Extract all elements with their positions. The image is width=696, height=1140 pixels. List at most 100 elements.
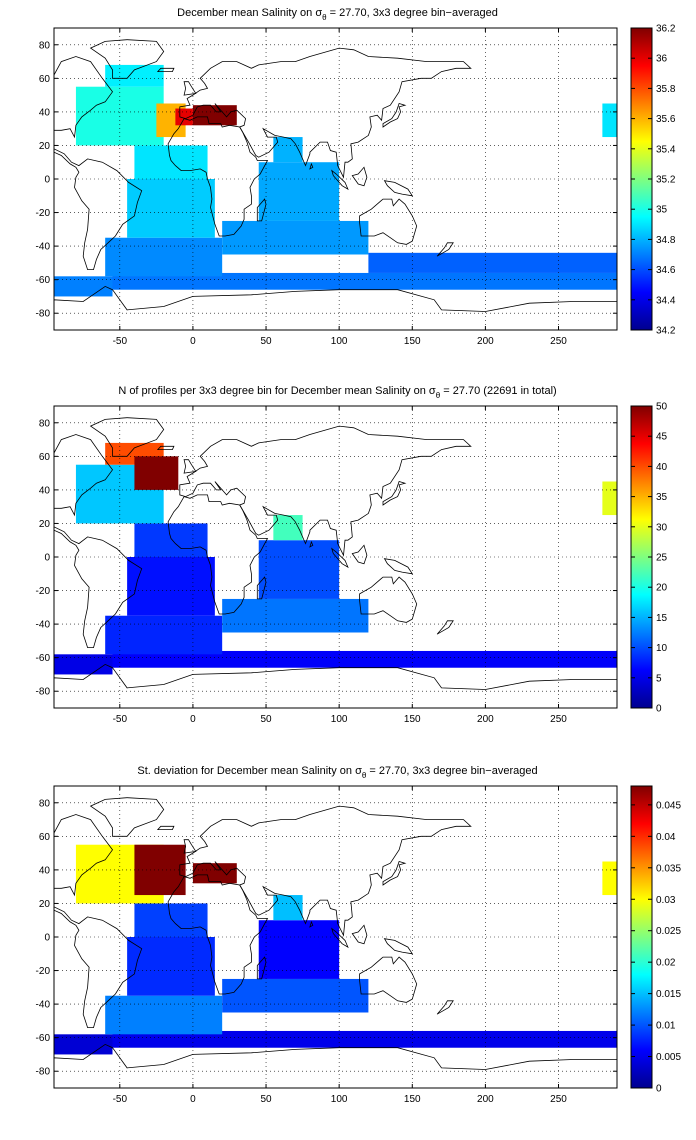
coastline	[156, 825, 175, 830]
plot-body	[54, 28, 617, 330]
colorbar-tick-label: 30	[656, 522, 668, 533]
y-tick-label: 40	[39, 107, 51, 118]
colorbar-tick-label: 34.2	[656, 326, 676, 337]
y-tick-label: 40	[39, 485, 51, 496]
colorbar-tick-label: 34.4	[656, 295, 676, 306]
x-tick-label: 0	[190, 336, 196, 347]
y-tick-label: 0	[44, 175, 50, 186]
coastline	[383, 180, 414, 197]
colorbar-tick-label: 0.045	[656, 800, 681, 811]
coastline	[309, 162, 314, 170]
data-cell	[258, 920, 340, 979]
y-tick-label: -60	[36, 1033, 51, 1044]
colorbar-tick-label: 35.4	[656, 144, 676, 155]
data-cell	[112, 1030, 617, 1048]
colorbar-tick-label: 25	[656, 553, 668, 564]
colorbar-tick-label: 34.8	[656, 235, 676, 246]
colorbar-tick-label: 0.01	[656, 1021, 676, 1032]
colorbar-tick-label: 35	[656, 205, 668, 216]
data-cell	[222, 220, 369, 255]
colorbar-tick-label: 35.8	[656, 84, 676, 95]
panel-2: -50 0 50 100 150 200 250806040200-20-40-60-80N…	[36, 385, 668, 725]
y-tick-label: -40	[36, 620, 51, 631]
colorbar-tick-label: 0.03	[656, 895, 676, 906]
coastline	[89, 797, 165, 837]
colorbar-tick-label: 36	[656, 54, 668, 65]
coastline	[54, 814, 113, 897]
colorbar-tick-label: 50	[656, 402, 668, 413]
colorbar-tick-label: 35.6	[656, 114, 676, 125]
coastline	[351, 924, 368, 945]
coastline	[89, 39, 165, 79]
colorbar-tick-label: 35.2	[656, 175, 676, 186]
y-tick-label: 20	[39, 899, 51, 910]
coastline	[179, 805, 472, 937]
data-cell	[222, 978, 369, 1013]
colorbar-tick-label: 20	[656, 583, 668, 594]
colorbar-tick-label: 0	[656, 704, 662, 715]
colorbar-tick-label: 10	[656, 643, 668, 654]
data-cell	[127, 937, 215, 996]
plot-body	[54, 406, 617, 708]
panel-3: -50 0 50 100 150 200 250806040200-20-40-60-80S…	[36, 765, 682, 1105]
y-tick-label: -80	[36, 309, 51, 320]
colorbar-tick-label: 0.04	[656, 832, 676, 843]
coastline	[436, 242, 454, 257]
y-tick-label: 20	[39, 141, 51, 152]
data-cell	[273, 515, 303, 541]
coastline	[167, 494, 269, 615]
x-tick-label: 200	[477, 714, 494, 725]
plot-body	[54, 786, 617, 1088]
data-cell	[602, 861, 617, 896]
x-tick-label: 100	[331, 336, 348, 347]
y-tick-label: -60	[36, 653, 51, 664]
colorbar-tick-label: 0.035	[656, 863, 681, 874]
data-cell	[54, 654, 113, 675]
colorbar-tick-label: 0	[656, 1084, 662, 1095]
coastline	[359, 956, 418, 1003]
y-tick-label: 0	[44, 933, 50, 944]
data-cell	[134, 145, 208, 179]
data-cell	[602, 103, 617, 138]
data-cell	[258, 162, 340, 221]
coastline	[256, 576, 267, 600]
coastline	[179, 425, 472, 557]
y-tick-label: -80	[36, 687, 51, 698]
data-cell	[54, 1034, 113, 1055]
x-tick-label: 200	[477, 1094, 494, 1105]
coastline	[167, 116, 269, 237]
x-tick-label: -50	[113, 336, 128, 347]
y-tick-label: -20	[36, 586, 51, 597]
x-tick-label: -50	[113, 1094, 128, 1105]
coastline	[436, 1000, 454, 1015]
coastline	[256, 956, 267, 980]
coastline	[382, 481, 407, 506]
data-cell	[105, 615, 223, 655]
colorbar-tick-label: 40	[656, 462, 668, 473]
y-tick-label: -60	[36, 275, 51, 286]
data-cell	[127, 179, 215, 238]
data-cell	[273, 895, 303, 921]
x-tick-label: 250	[550, 714, 567, 725]
coastline	[382, 103, 407, 128]
data-cell	[175, 108, 193, 126]
coastline	[359, 198, 418, 245]
data-cell	[273, 137, 303, 163]
coastline	[351, 166, 368, 187]
colorbar-tick-label: 36.2	[656, 24, 676, 35]
data-cell	[54, 276, 113, 297]
panel-1: -50 0 50 100 150 200 250806040200-20-40-60-80D…	[36, 7, 676, 347]
x-tick-label: 50	[260, 714, 272, 725]
coastline	[156, 445, 175, 450]
chart-title: N of profiles per 3x3 degree bin for Dec…	[118, 385, 556, 400]
y-tick-label: 80	[39, 798, 51, 809]
y-tick-label: 0	[44, 553, 50, 564]
x-tick-label: 200	[477, 336, 494, 347]
data-cell	[112, 650, 617, 668]
data-cell	[192, 105, 237, 126]
coastline	[167, 874, 269, 995]
x-tick-label: 150	[404, 1094, 421, 1105]
colorbar-tick-label: 0.025	[656, 926, 681, 937]
colorbar-tick-label: 5	[656, 673, 662, 684]
coastline	[331, 169, 349, 191]
